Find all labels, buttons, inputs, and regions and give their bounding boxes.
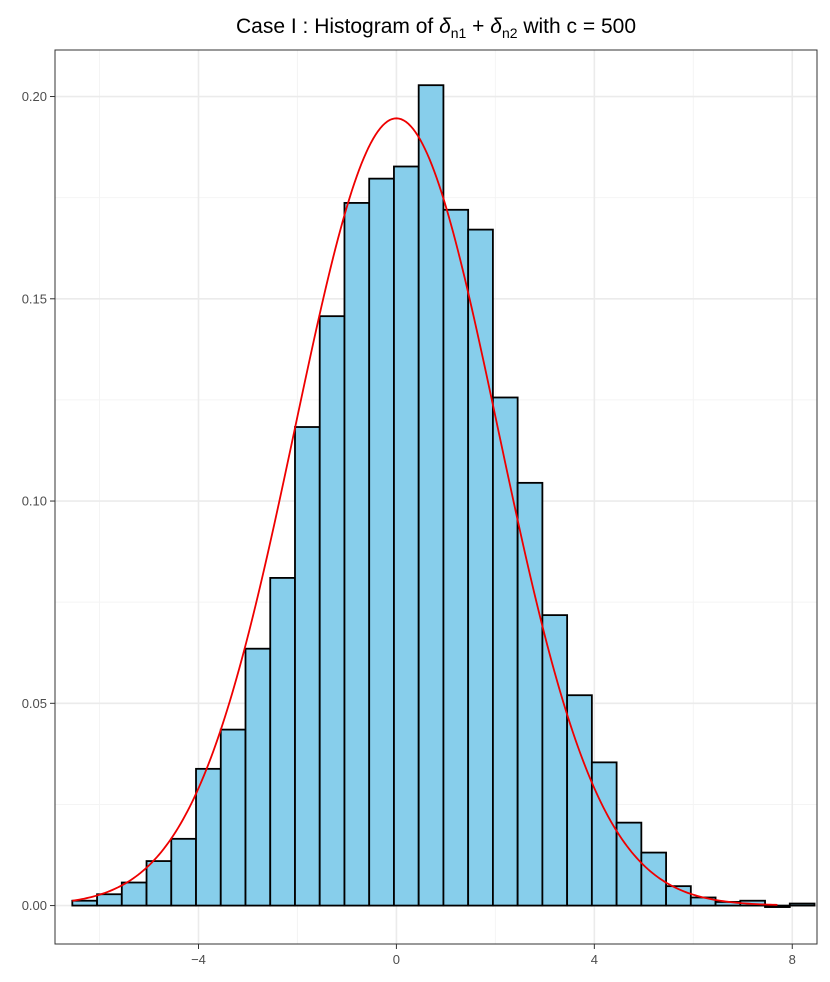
histogram-bar-19 bbox=[541, 614, 569, 907]
x-tick-label: −4 bbox=[191, 952, 206, 967]
chart-title: Case I : Histogram of δn1 + δn2 with c =… bbox=[236, 15, 636, 41]
title-subscript-1: n1 bbox=[451, 25, 467, 41]
histogram-bar-3 bbox=[145, 860, 173, 907]
y-tick-label: 0.05 bbox=[22, 696, 47, 711]
histogram-bar-8 bbox=[269, 577, 296, 907]
y-tick-label: 0.10 bbox=[22, 494, 47, 509]
histogram-bar-12 bbox=[368, 177, 395, 907]
histogram-bar-2 bbox=[120, 881, 148, 907]
normal-density-curve bbox=[72, 117, 778, 906]
histogram-bar-9 bbox=[294, 426, 321, 907]
histogram-bar-29 bbox=[788, 902, 816, 907]
histogram-bar-14 bbox=[417, 84, 445, 907]
y-tick-label: 0.15 bbox=[22, 291, 47, 306]
x-tick-label: 4 bbox=[591, 952, 598, 967]
histogram-bar-17 bbox=[492, 396, 519, 907]
title-prefix: Case I : Histogram of bbox=[236, 15, 439, 38]
y-tick-label: 0.00 bbox=[22, 898, 47, 913]
histogram-bar-21 bbox=[590, 761, 618, 907]
histogram-bar-28 bbox=[764, 904, 791, 908]
histogram-bar-20 bbox=[566, 694, 593, 907]
histogram-bar-23 bbox=[640, 851, 667, 907]
axes: −4 0 4 8 0.00 0.05 0.10 0.15 0.20 bbox=[22, 89, 796, 967]
histogram-bar-10 bbox=[318, 315, 346, 907]
title-delta-1: δ bbox=[439, 15, 451, 38]
title-subscript-2: n2 bbox=[502, 25, 518, 41]
histogram-bar-4 bbox=[170, 837, 197, 907]
histogram-bars bbox=[71, 84, 816, 908]
histogram-bar-15 bbox=[442, 208, 470, 907]
title-plus: + bbox=[466, 15, 490, 38]
histogram-bar-0 bbox=[71, 899, 98, 907]
histogram-bar-16 bbox=[467, 228, 494, 907]
histogram-bar-11 bbox=[343, 202, 371, 907]
panel-border bbox=[54, 49, 818, 945]
x-tick-label: 0 bbox=[393, 952, 400, 967]
histogram-bar-18 bbox=[516, 481, 544, 907]
x-tick-label: 8 bbox=[789, 952, 796, 967]
histogram-bar-5 bbox=[195, 767, 222, 907]
histogram-bar-13 bbox=[393, 165, 420, 907]
title-delta-2: δ bbox=[490, 15, 502, 38]
title-suffix: with c = 500 bbox=[518, 15, 636, 38]
histogram-bar-6 bbox=[219, 728, 247, 907]
histogram-bar-7 bbox=[244, 647, 272, 907]
histogram-bar-1 bbox=[96, 893, 123, 907]
y-tick-label: 0.20 bbox=[22, 89, 47, 104]
